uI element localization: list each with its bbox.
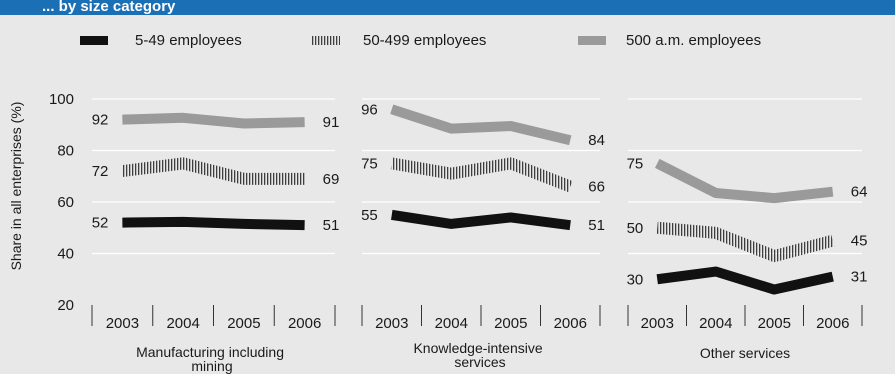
panel-x-ticks: 2003 2004 2005 2006 bbox=[641, 315, 850, 332]
data-label-start: 72 bbox=[92, 163, 109, 180]
x-tick-label: 2006 bbox=[816, 315, 849, 332]
panel-x-ticks: 2003 2004 2005 2006 bbox=[375, 315, 587, 332]
data-label-end: 69 bbox=[323, 171, 340, 188]
legend-swatch-medium bbox=[312, 36, 340, 45]
panel-title: Other services bbox=[700, 345, 790, 361]
year-separators bbox=[361, 305, 601, 326]
panel-data-labels: 52 51 72 69 92 91 bbox=[92, 112, 340, 235]
panel-title-line-1: Other services bbox=[700, 345, 790, 361]
header-band: ... by size category bbox=[0, 0, 895, 15]
panel-series-lines bbox=[654, 158, 835, 295]
panel-gridlines bbox=[628, 98, 862, 255]
series-line-small bbox=[656, 266, 834, 295]
panel-gridlines bbox=[362, 98, 600, 255]
data-label-end: 31 bbox=[851, 269, 868, 286]
panel-title: Manufacturing including mining bbox=[136, 344, 288, 374]
panel-title: Knowledge-intensive services bbox=[413, 340, 546, 370]
data-label-end: 45 bbox=[851, 233, 868, 250]
panel-x-ticks: 2003 2004 2005 2006 bbox=[106, 315, 322, 332]
x-tick-label: 2005 bbox=[494, 315, 527, 332]
series-line-medium bbox=[656, 221, 835, 263]
data-label-end: 51 bbox=[323, 217, 340, 234]
x-tick-label: 2004 bbox=[166, 315, 199, 332]
data-label-start: 55 bbox=[361, 207, 378, 224]
panel-title-line-1: Knowledge-intensive bbox=[413, 340, 542, 356]
y-tick-label: 40 bbox=[57, 246, 74, 263]
data-label-start: 92 bbox=[92, 112, 109, 129]
legend: 5-49 employees 50-499 employees 500 a.m.… bbox=[80, 32, 761, 49]
y-tick-label: 100 bbox=[49, 91, 74, 108]
legend-item-large: 500 a.m. employees bbox=[578, 32, 761, 49]
header-bar bbox=[0, 0, 895, 15]
series-line-medium bbox=[390, 157, 573, 193]
x-tick-label: 2003 bbox=[641, 315, 674, 332]
x-tick-label: 2005 bbox=[758, 315, 791, 332]
legend-label-large: 500 a.m. employees bbox=[626, 32, 761, 49]
panel-data-labels: 55 51 75 66 96 84 bbox=[361, 101, 605, 234]
y-tick-label: 80 bbox=[57, 143, 74, 160]
data-label-start: 30 bbox=[627, 271, 644, 288]
data-label-end: 91 bbox=[323, 114, 340, 131]
y-tick-label: 60 bbox=[57, 194, 74, 211]
series-line-large bbox=[122, 112, 305, 129]
legend-label-medium: 50-499 employees bbox=[363, 32, 486, 49]
legend-swatch-small bbox=[80, 36, 108, 45]
series-line-large bbox=[390, 104, 572, 146]
data-label-start: 52 bbox=[92, 215, 109, 232]
x-tick-label: 2003 bbox=[375, 315, 408, 332]
year-separators bbox=[627, 305, 863, 326]
panel-title-line-2: mining bbox=[191, 358, 232, 374]
data-label-start: 75 bbox=[361, 155, 378, 172]
x-tick-label: 2003 bbox=[106, 315, 139, 332]
legend-item-small: 5-49 employees bbox=[80, 32, 242, 49]
panel-title-line-1: Manufacturing including bbox=[136, 344, 284, 360]
legend-label-small: 5-49 employees bbox=[135, 32, 242, 49]
panel-gridlines bbox=[92, 98, 335, 255]
y-axis-label: Share in all enterprises (%) bbox=[8, 102, 24, 271]
data-label-start: 96 bbox=[361, 101, 378, 118]
x-tick-label: 2004 bbox=[699, 315, 732, 332]
x-tick-label: 2004 bbox=[435, 315, 468, 332]
series-line-medium bbox=[121, 157, 305, 185]
x-tick-label: 2006 bbox=[288, 315, 321, 332]
y-axis-ticks: 20 40 60 80 100 bbox=[49, 91, 74, 314]
year-separators bbox=[91, 305, 336, 326]
x-tick-label: 2006 bbox=[554, 315, 587, 332]
series-line-small bbox=[391, 209, 571, 231]
panel-knowledge-services: 55 51 75 66 96 84 2003 2004 2005 2006 Knowledge-… bbox=[361, 98, 605, 370]
data-label-end: 84 bbox=[588, 132, 605, 149]
panel-series-lines bbox=[121, 112, 305, 231]
panel-manufacturing: 52 51 72 69 92 91 2003 2004 2005 2006 Manufactur… bbox=[91, 98, 340, 374]
data-label-start: 50 bbox=[627, 220, 644, 237]
data-label-end: 51 bbox=[588, 217, 605, 234]
panel-series-lines bbox=[390, 104, 573, 231]
data-label-end: 66 bbox=[588, 179, 605, 196]
panel-data-labels: 30 31 50 45 75 64 bbox=[627, 155, 868, 288]
data-label-start: 75 bbox=[627, 155, 644, 172]
panel-title-line-2: services bbox=[454, 354, 505, 370]
panel-other-services: 30 31 50 45 75 64 2003 2004 2005 2006 Other serv… bbox=[627, 98, 868, 361]
series-line-large bbox=[654, 158, 834, 204]
legend-swatch-large bbox=[578, 36, 606, 45]
header-title: ... by size category bbox=[42, 0, 176, 15]
x-tick-label: 2005 bbox=[227, 315, 260, 332]
legend-item-medium: 50-499 employees bbox=[312, 32, 486, 49]
series-line-small bbox=[122, 216, 305, 231]
data-label-end: 64 bbox=[851, 184, 868, 201]
y-tick-label: 20 bbox=[57, 297, 74, 314]
